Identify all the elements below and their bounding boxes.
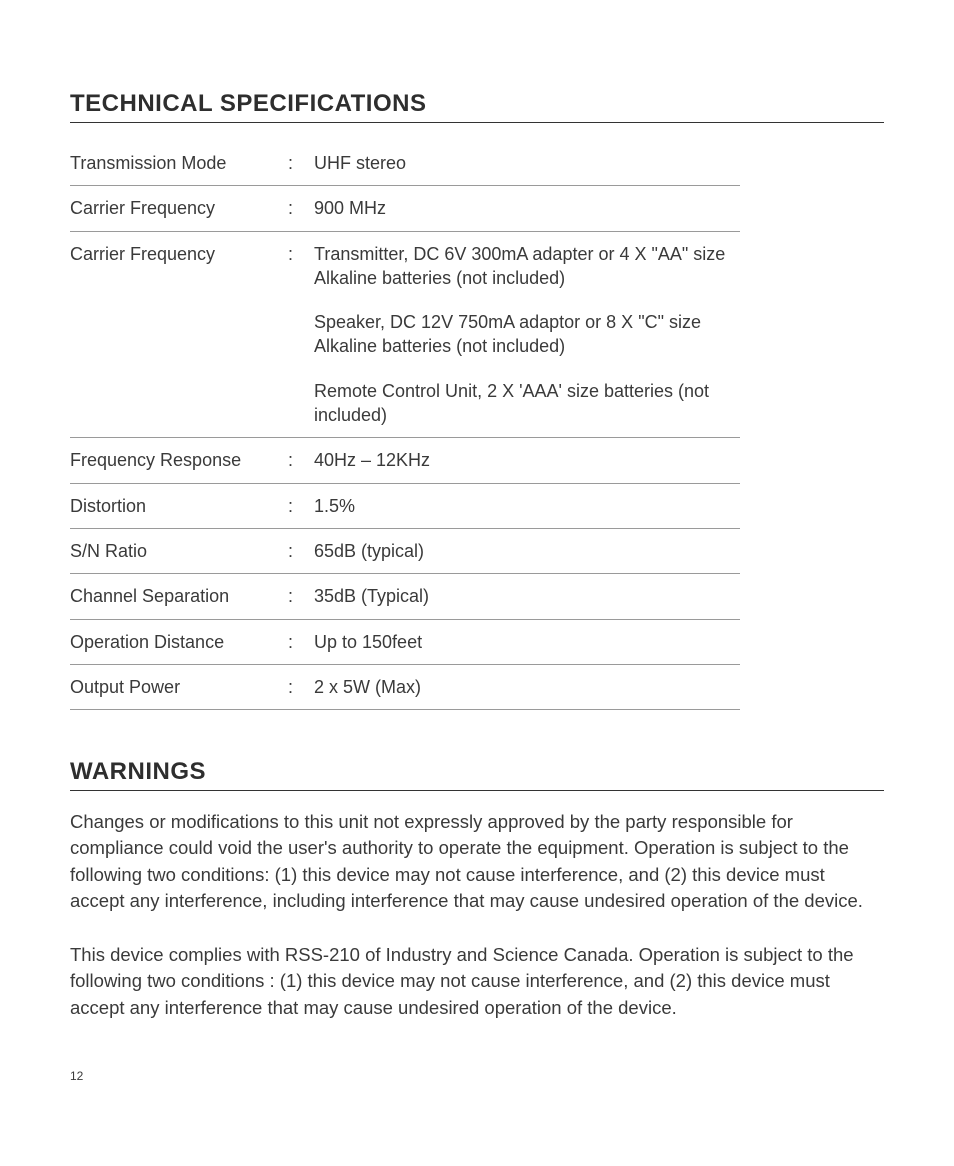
table-row: S/N Ratio : 65dB (typical) [70, 528, 740, 573]
spec-label: Frequency Response [70, 438, 288, 483]
spec-label-empty [70, 369, 288, 438]
spec-label: S/N Ratio [70, 528, 288, 573]
table-row: Carrier Frequency : Transmitter, DC 6V 3… [70, 231, 740, 300]
warnings-body: Changes or modifications to this unit no… [70, 809, 884, 1021]
warnings-paragraph: This device complies with RSS-210 of Ind… [70, 942, 884, 1021]
table-row: Frequency Response : 40Hz – 12KHz [70, 438, 740, 483]
spec-value: UHF stereo [314, 141, 740, 186]
spec-value: Up to 150feet [314, 619, 740, 664]
spec-label: Output Power [70, 664, 288, 709]
spec-label: Distortion [70, 483, 288, 528]
spec-label-empty [70, 300, 288, 369]
table-row: Carrier Frequency : 900 MHz [70, 186, 740, 231]
spec-colon: : [288, 186, 314, 231]
table-row: Distortion : 1.5% [70, 483, 740, 528]
spec-colon-empty [288, 369, 314, 438]
spec-colon: : [288, 231, 314, 300]
warnings-heading: WARNINGS [70, 758, 884, 786]
spec-value: 40Hz – 12KHz [314, 438, 740, 483]
table-row: Channel Separation : 35dB (Typical) [70, 574, 740, 619]
spec-value: 1.5% [314, 483, 740, 528]
page-number: 12 [70, 1069, 884, 1083]
spec-value: 900 MHz [314, 186, 740, 231]
table-row: Remote Control Unit, 2 X 'AAA' size batt… [70, 369, 740, 438]
spec-colon: : [288, 574, 314, 619]
spec-colon: : [288, 528, 314, 573]
spec-colon-empty [288, 300, 314, 369]
warnings-heading-rule [70, 790, 884, 791]
spec-colon: : [288, 141, 314, 186]
table-row: Operation Distance : Up to 150feet [70, 619, 740, 664]
spec-value: 35dB (Typical) [314, 574, 740, 619]
spec-label: Operation Distance [70, 619, 288, 664]
spec-label: Carrier Frequency [70, 231, 288, 300]
spec-colon: : [288, 619, 314, 664]
spec-value: 2 x 5W (Max) [314, 664, 740, 709]
warnings-paragraph: Changes or modifications to this unit no… [70, 809, 884, 914]
table-row: Output Power : 2 x 5W (Max) [70, 664, 740, 709]
spec-value: Speaker, DC 12V 750mA adaptor or 8 X "C"… [314, 300, 740, 369]
spec-value: Transmitter, DC 6V 300mA adapter or 4 X … [314, 231, 740, 300]
spec-colon: : [288, 483, 314, 528]
spec-label: Channel Separation [70, 574, 288, 619]
spec-label: Carrier Frequency [70, 186, 288, 231]
spec-value: 65dB (typical) [314, 528, 740, 573]
spec-colon: : [288, 664, 314, 709]
specs-table: Transmission Mode : UHF stereo Carrier F… [70, 141, 740, 710]
table-row: Speaker, DC 12V 750mA adaptor or 8 X "C"… [70, 300, 740, 369]
specs-heading: TECHNICAL SPECIFICATIONS [70, 90, 884, 118]
specs-heading-rule [70, 122, 884, 123]
spec-colon: : [288, 438, 314, 483]
spec-value: Remote Control Unit, 2 X 'AAA' size batt… [314, 369, 740, 438]
spec-label: Transmission Mode [70, 141, 288, 186]
table-row: Transmission Mode : UHF stereo [70, 141, 740, 186]
